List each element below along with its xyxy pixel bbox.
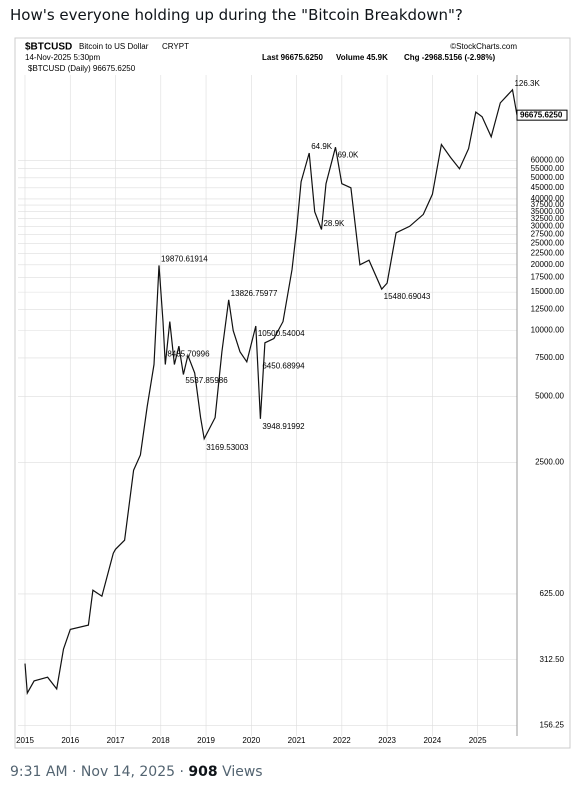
x-tick-label: 2025 xyxy=(469,736,487,745)
annotation: 28.9K xyxy=(323,219,345,228)
y-tick-label: 312.50 xyxy=(540,655,565,664)
annotation: 64.9K xyxy=(311,142,333,151)
x-tick-label: 2020 xyxy=(242,736,260,745)
volume: Volume 45.9K xyxy=(336,53,388,62)
y-tick-label: 7500.00 xyxy=(535,353,564,362)
annotation: 8485.70996 xyxy=(167,349,210,358)
time: 9:31 AM xyxy=(10,764,68,780)
y-tick-label: 5000.00 xyxy=(535,392,564,401)
annotation: 15480.69043 xyxy=(384,292,431,301)
footer: 9:31 AM · Nov 14, 2025 · 908 Views xyxy=(10,764,263,780)
y-tick-label: 25000.00 xyxy=(531,239,565,248)
last: Last 96675.6250 xyxy=(262,53,323,62)
x-tick-label: 2022 xyxy=(333,736,351,745)
y-tick-label: 40000.00 xyxy=(531,194,565,203)
annotation: 19870.61914 xyxy=(161,255,208,264)
views: 908 xyxy=(188,764,218,780)
name: Bitcoin to US Dollar xyxy=(79,42,149,51)
y-tick-label: 55000.00 xyxy=(531,164,565,173)
source: ©StockCharts.com xyxy=(450,42,517,51)
x-tick-label: 2015 xyxy=(16,736,34,745)
annotation: 3948.91992 xyxy=(262,422,305,431)
y-tick-label: 30000.00 xyxy=(531,221,565,230)
y-tick-label: 60000.00 xyxy=(531,156,565,165)
y-tick-label: 2500.00 xyxy=(535,457,564,466)
annotation: 5537.85986 xyxy=(185,376,228,385)
annotation: 10500.54004 xyxy=(258,329,305,338)
annotation: 126.3K xyxy=(514,79,540,88)
y-tick-label: 37500.00 xyxy=(531,200,565,209)
y-tick-label: 45000.00 xyxy=(531,183,565,192)
y-tick-label: 20000.00 xyxy=(531,260,565,269)
last-price: 96675.6250 xyxy=(520,110,563,119)
symbol: $BTCUSD xyxy=(25,42,72,53)
tweet-text: How's everyone holding up during the "Bi… xyxy=(10,6,463,24)
y-tick-label: 625.00 xyxy=(540,589,565,598)
chart-frame xyxy=(14,37,571,749)
price-line xyxy=(24,88,518,696)
y-tick-label: 22500.00 xyxy=(531,249,565,258)
annotation: 13826.75977 xyxy=(231,289,278,298)
y-tick-label: 10000.00 xyxy=(531,326,565,335)
y-tick-label: 32500.00 xyxy=(531,214,565,223)
annotation: 3169.53003 xyxy=(206,443,249,452)
x-tick-label: 2021 xyxy=(288,736,306,745)
last-price-box xyxy=(516,109,568,121)
legend: $BTCUSD (Daily) 96675.6250 xyxy=(28,64,136,73)
x-tick-label: 2019 xyxy=(197,736,215,745)
views-label: Views xyxy=(222,764,263,780)
x-tick-label: 2024 xyxy=(423,736,441,745)
y-tick-label: 12500.00 xyxy=(531,305,565,314)
y-tick-label: 15000.00 xyxy=(531,287,565,296)
y-tick-label: 50000.00 xyxy=(531,173,565,182)
sep: · xyxy=(72,764,77,780)
y-tick-label: 27500.00 xyxy=(531,230,565,239)
sep: · xyxy=(179,764,184,780)
exchange: CRYPT xyxy=(162,42,189,51)
y-tick-label: 17500.00 xyxy=(531,273,565,282)
date: 14-Nov-2025 5:30pm xyxy=(25,53,100,62)
y-tick-label: 35000.00 xyxy=(531,207,565,216)
annotation: 69.0K xyxy=(337,150,359,159)
x-tick-label: 2017 xyxy=(107,736,125,745)
x-tick-label: 2018 xyxy=(152,736,170,745)
annotation: 6450.68994 xyxy=(262,361,305,370)
change: Chg -2968.5156 (-2.98%) xyxy=(404,53,495,62)
x-tick-label: 2023 xyxy=(378,736,396,745)
chart: $BTCUSD Bitcoin to US Dollar CRYPT ©Stoc… xyxy=(14,37,571,749)
x-tick-label: 2016 xyxy=(61,736,79,745)
date: Nov 14, 2025 xyxy=(80,764,176,780)
y-tick-label: 156.25 xyxy=(540,721,565,730)
